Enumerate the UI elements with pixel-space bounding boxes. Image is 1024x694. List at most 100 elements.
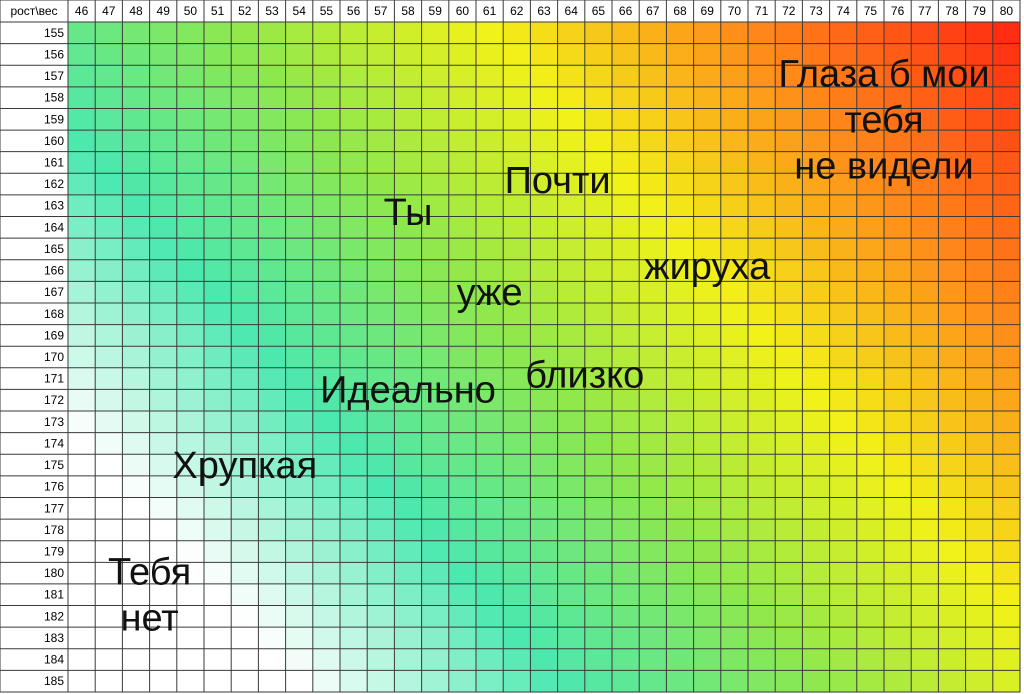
heatmap-cell <box>503 238 531 261</box>
heatmap-cell <box>285 627 314 650</box>
heatmap-cell <box>748 151 776 174</box>
weight-tick-label: 75 <box>864 4 878 18</box>
heatmap-cell <box>584 86 613 110</box>
heatmap-cell <box>775 216 803 239</box>
heatmap-cell <box>258 670 287 693</box>
heatmap-cell <box>231 454 259 477</box>
heatmap-cell <box>557 151 586 174</box>
heatmap-cell <box>965 151 994 174</box>
heatmap-cell <box>884 65 912 88</box>
heatmap-cell <box>530 151 559 174</box>
heatmap-cell <box>557 259 586 282</box>
heatmap-cell <box>95 562 123 585</box>
heatmap-cell <box>394 411 423 434</box>
weight-tick-label: 77 <box>918 4 932 18</box>
heatmap-cell <box>312 627 341 650</box>
heatmap-cell <box>340 86 368 110</box>
heatmap-cell <box>503 22 531 45</box>
heatmap-cell <box>612 238 640 261</box>
heatmap-cell <box>394 367 423 391</box>
heatmap-cell <box>530 497 559 520</box>
heatmap-cell <box>530 432 559 455</box>
heatmap-cell <box>448 432 477 455</box>
heatmap-cell <box>285 519 314 542</box>
heatmap-cell <box>884 411 912 434</box>
heatmap-cell <box>258 130 287 153</box>
heatmap-cell <box>204 86 232 110</box>
heatmap-cell <box>503 216 531 239</box>
heatmap-cell <box>911 670 939 693</box>
heatmap-cell <box>176 86 205 110</box>
heatmap-cell <box>204 130 232 153</box>
heatmap-cell <box>530 86 559 110</box>
heatmap-cell <box>911 519 939 542</box>
heatmap-cell <box>748 389 776 412</box>
heatmap-cell <box>992 648 1021 671</box>
heatmap-cell <box>503 432 531 455</box>
heatmap-cell <box>639 367 667 391</box>
heatmap-cell <box>421 130 450 153</box>
heatmap-cell <box>666 65 695 88</box>
heatmap-cell <box>503 583 531 607</box>
heatmap-cell <box>122 43 151 66</box>
heatmap-cell <box>231 367 259 391</box>
heatmap-cell <box>421 454 450 477</box>
weight-tick-label: 56 <box>347 4 361 18</box>
heatmap-cell <box>802 108 831 131</box>
heatmap-cell <box>394 151 423 174</box>
heatmap-cell <box>829 432 858 455</box>
heatmap-cell <box>285 130 314 153</box>
heatmap-cell <box>775 194 803 218</box>
heatmap-cell <box>802 367 831 391</box>
heatmap-cell <box>557 583 586 607</box>
height-tick-label: 184 <box>44 653 64 667</box>
heatmap-cell <box>204 648 232 671</box>
heatmap-cell <box>448 173 477 196</box>
heatmap-cell <box>965 670 994 693</box>
heatmap-cell <box>992 302 1021 326</box>
heatmap-cell <box>285 302 314 326</box>
heatmap-cell <box>503 259 531 282</box>
heatmap-cell <box>693 194 722 218</box>
heatmap-cell <box>666 22 695 45</box>
heatmap-cell <box>176 130 205 153</box>
heatmap-cell <box>204 454 232 477</box>
heatmap-cell <box>856 346 885 369</box>
heatmap-cell <box>639 22 667 45</box>
heatmap-cell <box>231 130 259 153</box>
heatmap-cell <box>122 151 151 174</box>
heatmap-cell <box>612 151 640 174</box>
heatmap-cell <box>231 22 259 45</box>
heatmap-cell <box>176 173 205 196</box>
heatmap-cell <box>584 562 613 585</box>
heatmap-cell <box>911 346 939 369</box>
heatmap-cell <box>367 540 395 563</box>
heatmap-cell <box>856 216 885 239</box>
heatmap-cell <box>503 367 531 391</box>
heatmap-cell <box>938 432 967 455</box>
heatmap-cell <box>340 346 368 369</box>
heatmap-cell <box>421 648 450 671</box>
heatmap-cell <box>639 130 667 153</box>
heatmap-cell <box>557 108 586 131</box>
heatmap-cell <box>775 173 803 196</box>
heatmap-cell <box>748 497 776 520</box>
heatmap-cell <box>258 281 287 304</box>
heatmap-cell <box>992 367 1021 391</box>
heatmap-cell <box>122 86 151 110</box>
heatmap-cell <box>231 562 259 585</box>
heatmap-cell <box>856 22 885 45</box>
heatmap-cell <box>748 367 776 391</box>
heatmap-cell <box>720 411 749 434</box>
heatmap-cell <box>829 130 858 153</box>
heatmap-cell <box>367 22 395 45</box>
heatmap-cell <box>122 281 151 304</box>
heatmap-cell <box>95 583 123 607</box>
heatmap-cell <box>95 281 123 304</box>
heatmap-cell <box>340 562 368 585</box>
heatmap-cell <box>68 519 96 542</box>
zone-label: нет <box>120 598 178 640</box>
heatmap-cell <box>176 497 205 520</box>
heatmap-cell <box>476 497 504 520</box>
